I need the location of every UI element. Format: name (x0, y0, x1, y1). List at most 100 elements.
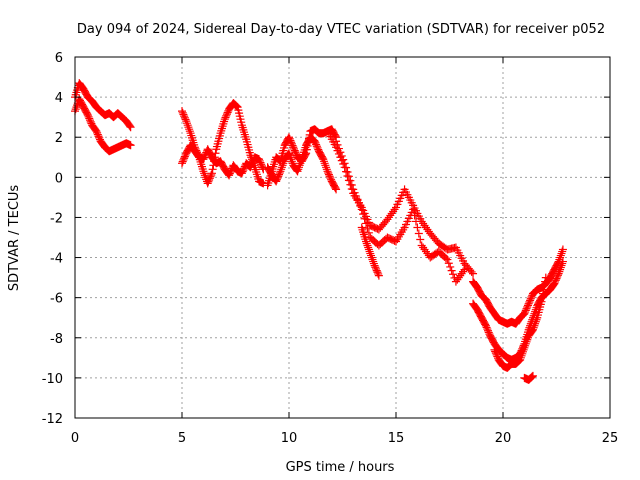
data-point-fill (373, 268, 382, 277)
data-point-fill (390, 205, 399, 214)
data-point-fill (516, 353, 525, 362)
data-point-fill (274, 172, 283, 181)
data-point-fill (529, 311, 538, 320)
data-point-fill (289, 144, 298, 153)
data-point-fill (288, 141, 297, 150)
data-point-fill (386, 211, 395, 220)
data-point-fill (179, 155, 188, 164)
data-point-fill (523, 301, 532, 310)
data-point-fill (354, 198, 363, 207)
data-point-fill (531, 317, 540, 326)
data-point-fill (453, 275, 462, 284)
data-point-fill (279, 159, 288, 168)
data-point-fill (556, 265, 565, 274)
series-arc-10 (469, 245, 567, 328)
data-point-fill (257, 161, 266, 170)
data-point-fill (324, 168, 333, 177)
data-point-fill (384, 213, 393, 222)
data-point-fill (420, 221, 429, 230)
data-point-fill (492, 350, 501, 359)
data-point (199, 167, 208, 176)
series-arc-9 (357, 223, 383, 280)
data-point-fill (491, 349, 500, 358)
data-point (92, 127, 101, 136)
data-point-fill (364, 245, 373, 254)
data-point-fill (250, 161, 259, 170)
data-point (207, 169, 216, 178)
data-point-fill (551, 276, 560, 285)
data-point-fill (257, 160, 266, 169)
data-point-fill (180, 113, 189, 122)
data-point-fill (178, 157, 187, 166)
data-point-fill (541, 277, 550, 286)
data-point-fill (297, 157, 306, 166)
data-point-fill (324, 170, 333, 179)
data-point-fill (356, 202, 365, 211)
data-point-fill (552, 274, 561, 283)
data-point-fill (194, 152, 203, 161)
data-point (362, 237, 371, 246)
data-point-fill (527, 327, 536, 336)
data-point-fill (185, 125, 194, 134)
data-point (83, 111, 92, 120)
data-point-fill (421, 247, 430, 256)
data-point-fill (521, 308, 530, 317)
data-point-fill (467, 267, 476, 276)
data-point-fill (482, 323, 491, 332)
data-point-fill (294, 163, 303, 172)
x-axis-label: GPS time / hours (286, 460, 395, 475)
data-point-fill (416, 235, 425, 244)
data-point-fill (225, 169, 234, 178)
data-point-fill (362, 239, 371, 248)
data-point-fill (334, 144, 343, 153)
data-point-fill (339, 155, 348, 164)
data-point-fill (491, 347, 500, 356)
data-point-fill (287, 157, 296, 166)
data-point-fill (207, 170, 216, 179)
data-point (520, 343, 529, 352)
series-arc-1 (71, 79, 135, 132)
series-arc-2 (71, 95, 135, 156)
data-point-fill (211, 149, 220, 158)
data-point-fill (374, 269, 383, 278)
data-point-fill (205, 174, 214, 183)
data-point-fill (372, 264, 381, 273)
data-point (276, 167, 285, 176)
data-point-fill (319, 157, 328, 166)
data-point-fill (238, 167, 247, 176)
data-point (225, 171, 234, 180)
data-point-fill (325, 172, 334, 181)
data-point-fill (459, 267, 468, 276)
data-point (310, 137, 319, 146)
data-point-fill (539, 285, 548, 294)
data-point-fill (95, 133, 104, 142)
y-axis-label: SDTVAR / TECUs (7, 185, 22, 292)
data-point-fill (221, 113, 230, 122)
data-point-fill (369, 259, 378, 268)
data-point-fill (255, 156, 264, 165)
data-point-fill (286, 153, 295, 162)
data-point (554, 269, 563, 278)
data-point (383, 215, 392, 224)
data-point-fill (318, 153, 327, 162)
data-point-fill (523, 335, 532, 344)
data-point-fill (456, 271, 465, 280)
data-point-fill (208, 165, 217, 174)
data-point-fill (290, 146, 299, 155)
data-point (558, 245, 567, 254)
data-point-fill (414, 229, 423, 238)
data-point (332, 185, 341, 194)
data-point (451, 277, 460, 286)
x-tick-label: 10 (281, 431, 298, 446)
data-point-fill (441, 254, 450, 263)
series-arc-13 (520, 371, 537, 384)
axis-ticks: 0 5 10 15 20 25 -12 -10 -8 -6 -4 -2 0 2 4 6 (42, 51, 619, 446)
data-point-fill (555, 255, 564, 264)
data-point-fill (518, 347, 527, 356)
data-point-fill (556, 263, 565, 272)
data-point-fill (273, 174, 282, 183)
data-point-fill (248, 157, 257, 166)
y-tick-label: -4 (50, 252, 63, 267)
data-point-fill (286, 136, 295, 145)
